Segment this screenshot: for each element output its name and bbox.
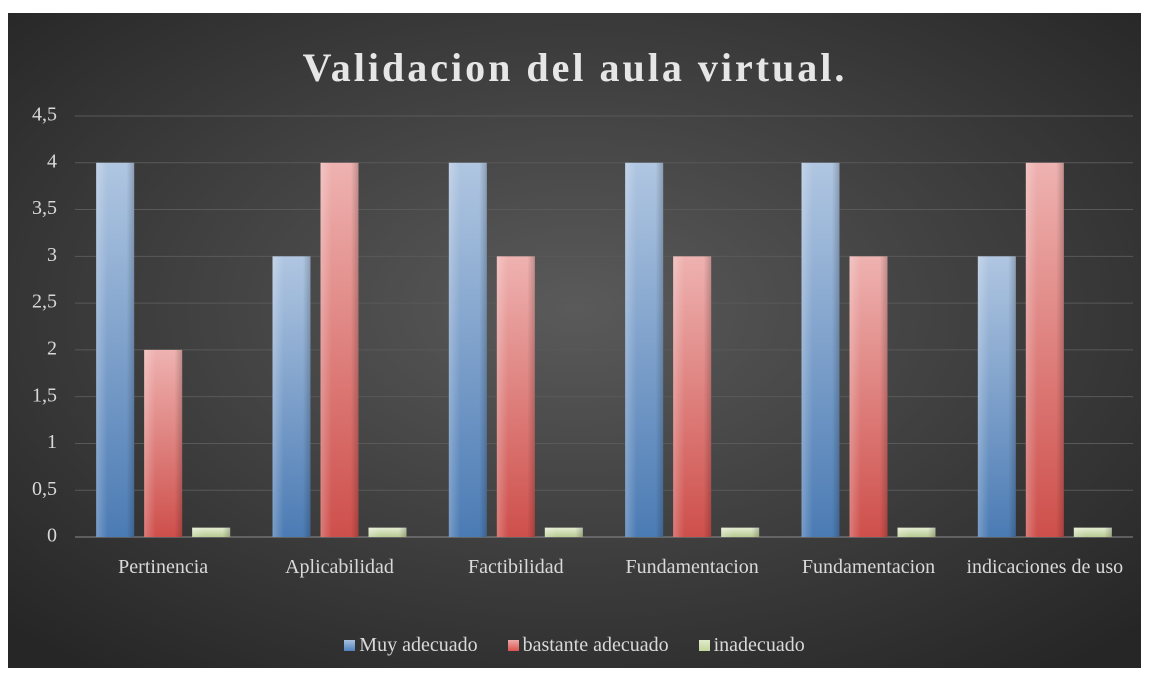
legend-label: Muy adecuado (359, 634, 478, 656)
bar-sheen (801, 162, 840, 537)
bar-sheen (1025, 162, 1064, 537)
y-tick-label: 0 (47, 525, 57, 547)
legend-label: inadecuado (713, 634, 805, 656)
bar-sheen (192, 527, 231, 537)
chart-title: Validacion del aula virtual. (303, 45, 848, 90)
x-tick-label: Factibilidad (468, 556, 564, 578)
bar-sheen (96, 162, 135, 537)
y-tick-label: 1,5 (32, 384, 57, 406)
legend-swatch (344, 640, 356, 651)
bar-sheen (448, 162, 487, 537)
bar-sheen (368, 527, 407, 537)
bar-sheen (496, 256, 535, 537)
x-tick-label: Fundamentacion (625, 556, 759, 578)
x-tick-label: Aplicabilidad (285, 556, 394, 578)
bar-sheen (849, 256, 888, 537)
bar-sheen (320, 162, 359, 537)
bar-sheen (977, 256, 1016, 537)
y-tick-label: 3 (47, 244, 57, 266)
x-tick-label: Fundamentacion (801, 556, 936, 578)
legend-item: inadecuado (698, 634, 805, 657)
chart-background (8, 13, 1141, 668)
legend-swatch (507, 640, 519, 651)
y-tick-label: 4,5 (32, 104, 57, 126)
legend-swatch (698, 640, 710, 651)
y-tick-label: 1 (47, 431, 57, 453)
x-tick-label: indicaciones de uso (966, 556, 1124, 578)
x-tick-label: Pertinencia (118, 556, 209, 578)
y-tick-label: 3,5 (32, 197, 57, 219)
bar-sheen (544, 527, 583, 537)
y-tick-label: 4 (47, 150, 57, 172)
bar-sheen (1073, 527, 1112, 537)
legend-label: bastante adecuado (522, 634, 669, 656)
bar-sheen (272, 256, 311, 537)
y-tick-label: 2 (47, 337, 57, 359)
bar-sheen (897, 527, 936, 537)
bar-sheen (625, 162, 664, 537)
y-tick-label: 0,5 (32, 478, 57, 500)
bar-sheen (673, 256, 712, 537)
y-tick-label: 2,5 (32, 291, 57, 313)
bar-sheen (144, 349, 183, 537)
legend-item: Muy adecuado (344, 634, 478, 657)
legend: Muy adecuado bastante adecuado inadecuado (8, 634, 1141, 657)
legend-item: bastante adecuado (507, 634, 669, 657)
bar-sheen (721, 527, 760, 537)
